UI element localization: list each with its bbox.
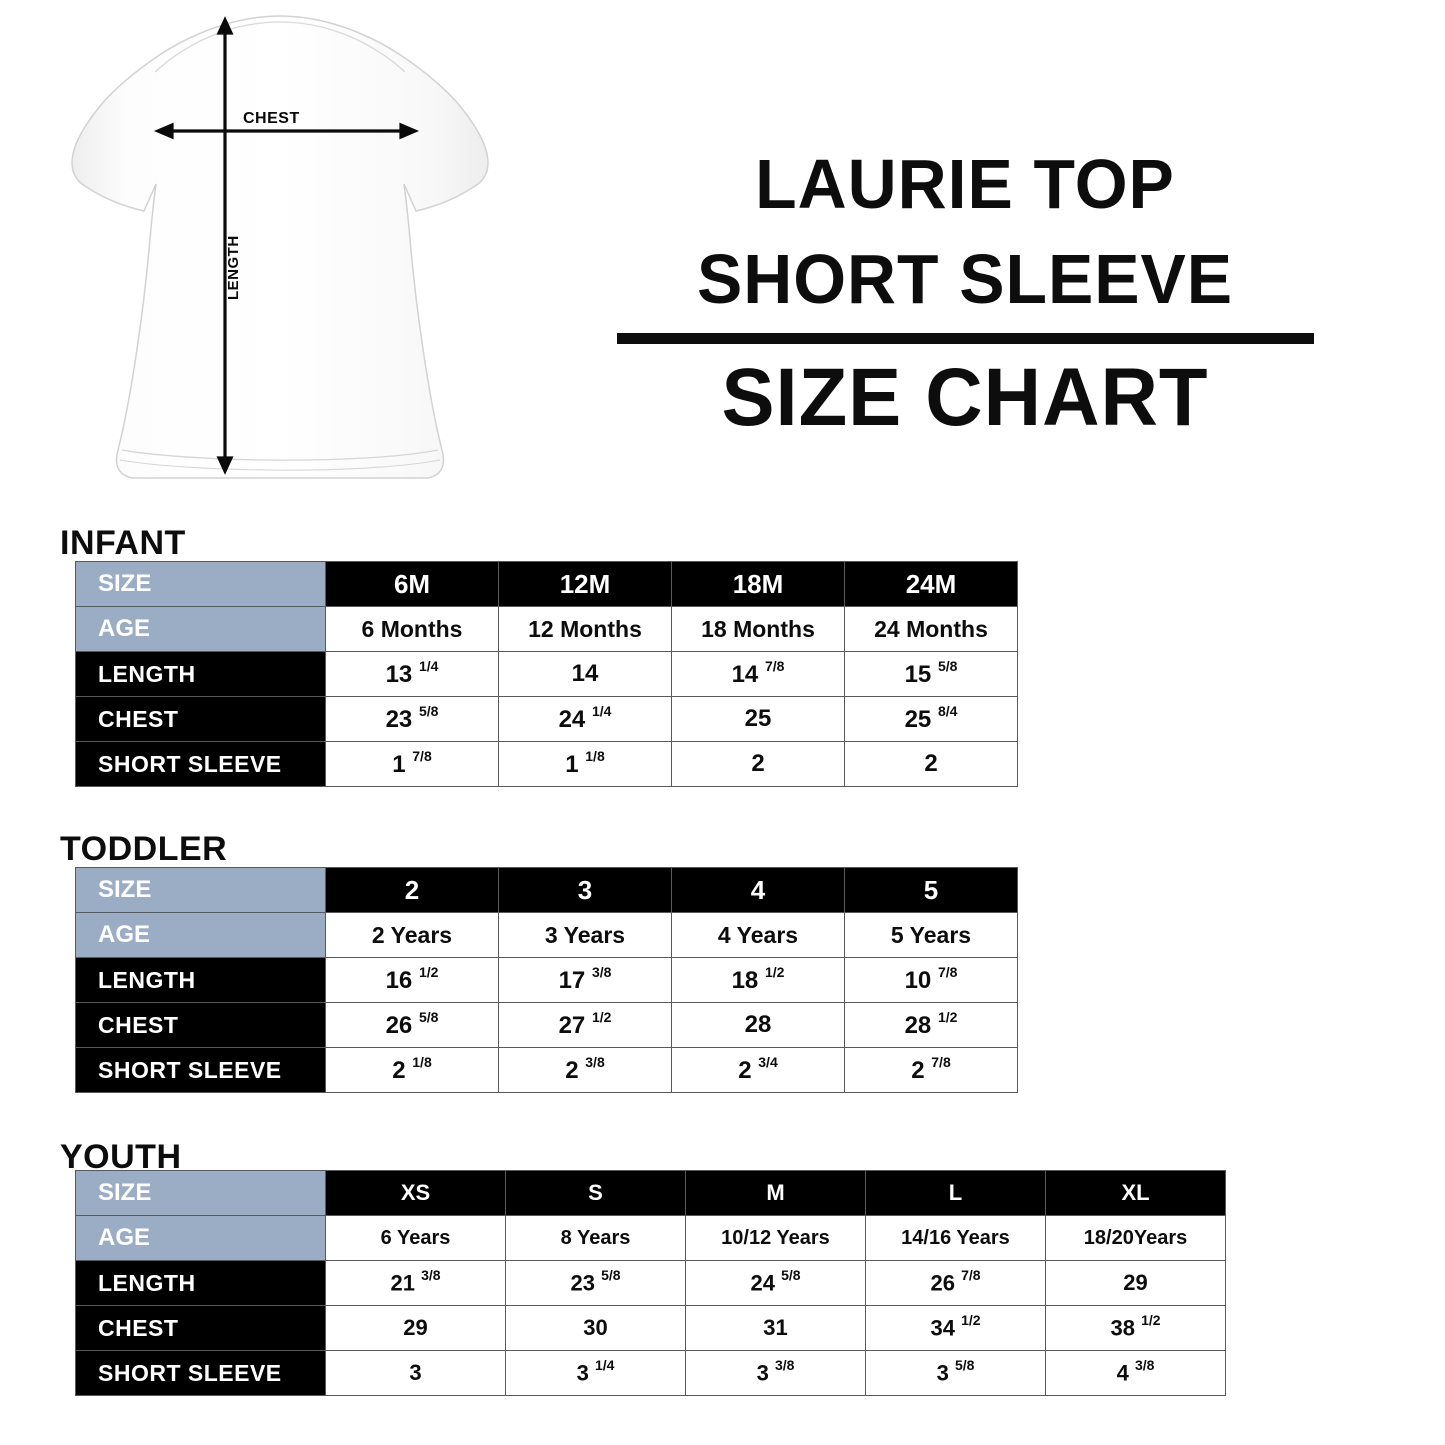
svg-text:CHEST: CHEST — [243, 110, 300, 127]
svg-text:LENGTH: LENGTH — [225, 235, 242, 300]
